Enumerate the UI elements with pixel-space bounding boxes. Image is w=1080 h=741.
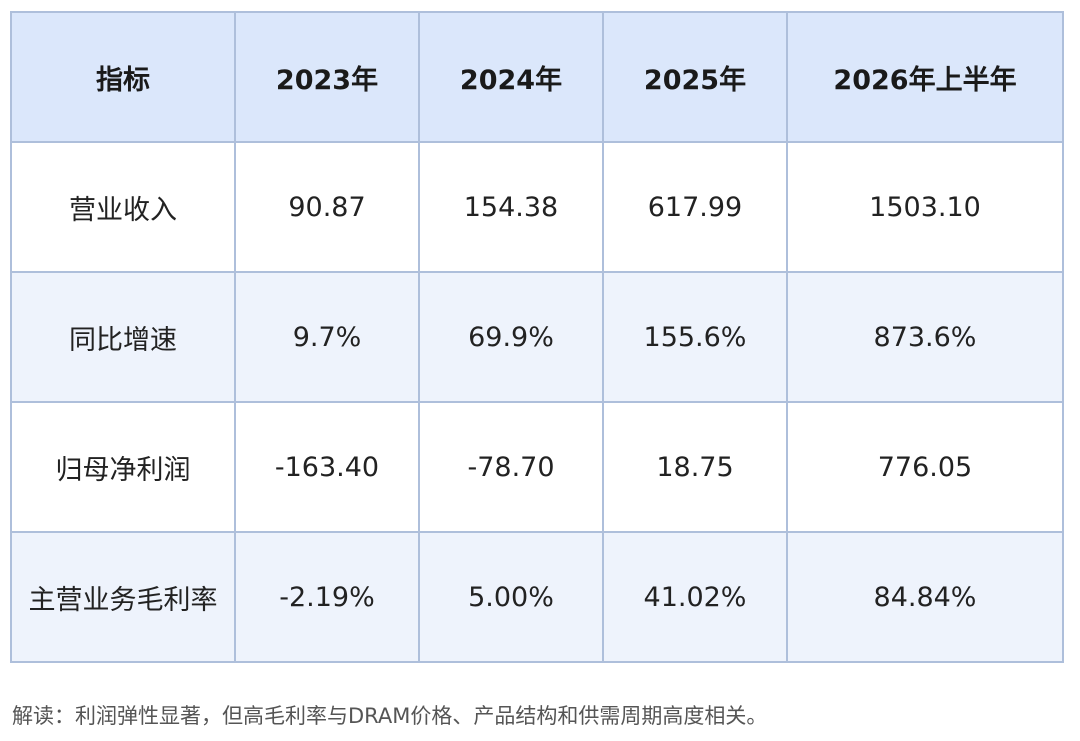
financial-table-container: 指标 2023年 2024年 2025年 2026年上半年 营业收入 90.87… bbox=[10, 11, 1064, 663]
table-cell: 5.00% bbox=[418, 531, 604, 663]
table-cell: 90.87 bbox=[234, 141, 420, 273]
table-header: 指标 2023年 2024年 2025年 2026年上半年 bbox=[10, 11, 1064, 143]
header-cell-2023: 2023年 bbox=[234, 11, 420, 143]
table-cell: 873.6% bbox=[786, 271, 1064, 403]
table-cell: -78.70 bbox=[418, 401, 604, 533]
table-cell: 155.6% bbox=[602, 271, 788, 403]
table-cell: 84.84% bbox=[786, 531, 1064, 663]
header-row: 指标 2023年 2024年 2025年 2026年上半年 bbox=[10, 11, 1064, 143]
table-row-net-profit: 归母净利润 -163.40 -78.70 18.75 776.05 bbox=[10, 401, 1064, 533]
table-body: 营业收入 90.87 154.38 617.99 1503.10 同比增速 9.… bbox=[10, 141, 1064, 663]
table-cell: 617.99 bbox=[602, 141, 788, 273]
table-cell: 41.02% bbox=[602, 531, 788, 663]
table-cell: 1503.10 bbox=[786, 141, 1064, 273]
table-row-growth: 同比增速 9.7% 69.9% 155.6% 873.6% bbox=[10, 271, 1064, 403]
table-cell: 9.7% bbox=[234, 271, 420, 403]
table-cell: 18.75 bbox=[602, 401, 788, 533]
row-label: 归母净利润 bbox=[10, 401, 236, 533]
table-row-gross-margin: 主营业务毛利率 -2.19% 5.00% 41.02% 84.84% bbox=[10, 531, 1064, 663]
table-cell: 154.38 bbox=[418, 141, 604, 273]
interpretation-note: 解读：利润弹性显著，但高毛利率与DRAM价格、产品结构和供需周期高度相关。 bbox=[12, 704, 768, 728]
row-label: 营业收入 bbox=[10, 141, 236, 273]
row-label: 同比增速 bbox=[10, 271, 236, 403]
financial-table: 指标 2023年 2024年 2025年 2026年上半年 营业收入 90.87… bbox=[10, 11, 1064, 663]
table-row-revenue: 营业收入 90.87 154.38 617.99 1503.10 bbox=[10, 141, 1064, 273]
header-cell-2025: 2025年 bbox=[602, 11, 788, 143]
table-cell: -2.19% bbox=[234, 531, 420, 663]
header-cell-2024: 2024年 bbox=[418, 11, 604, 143]
row-label: 主营业务毛利率 bbox=[10, 531, 236, 663]
table-cell: 776.05 bbox=[786, 401, 1064, 533]
table-cell: -163.40 bbox=[234, 401, 420, 533]
table-cell: 69.9% bbox=[418, 271, 604, 403]
header-cell-2026h1: 2026年上半年 bbox=[786, 11, 1064, 143]
header-cell-metric: 指标 bbox=[10, 11, 236, 143]
